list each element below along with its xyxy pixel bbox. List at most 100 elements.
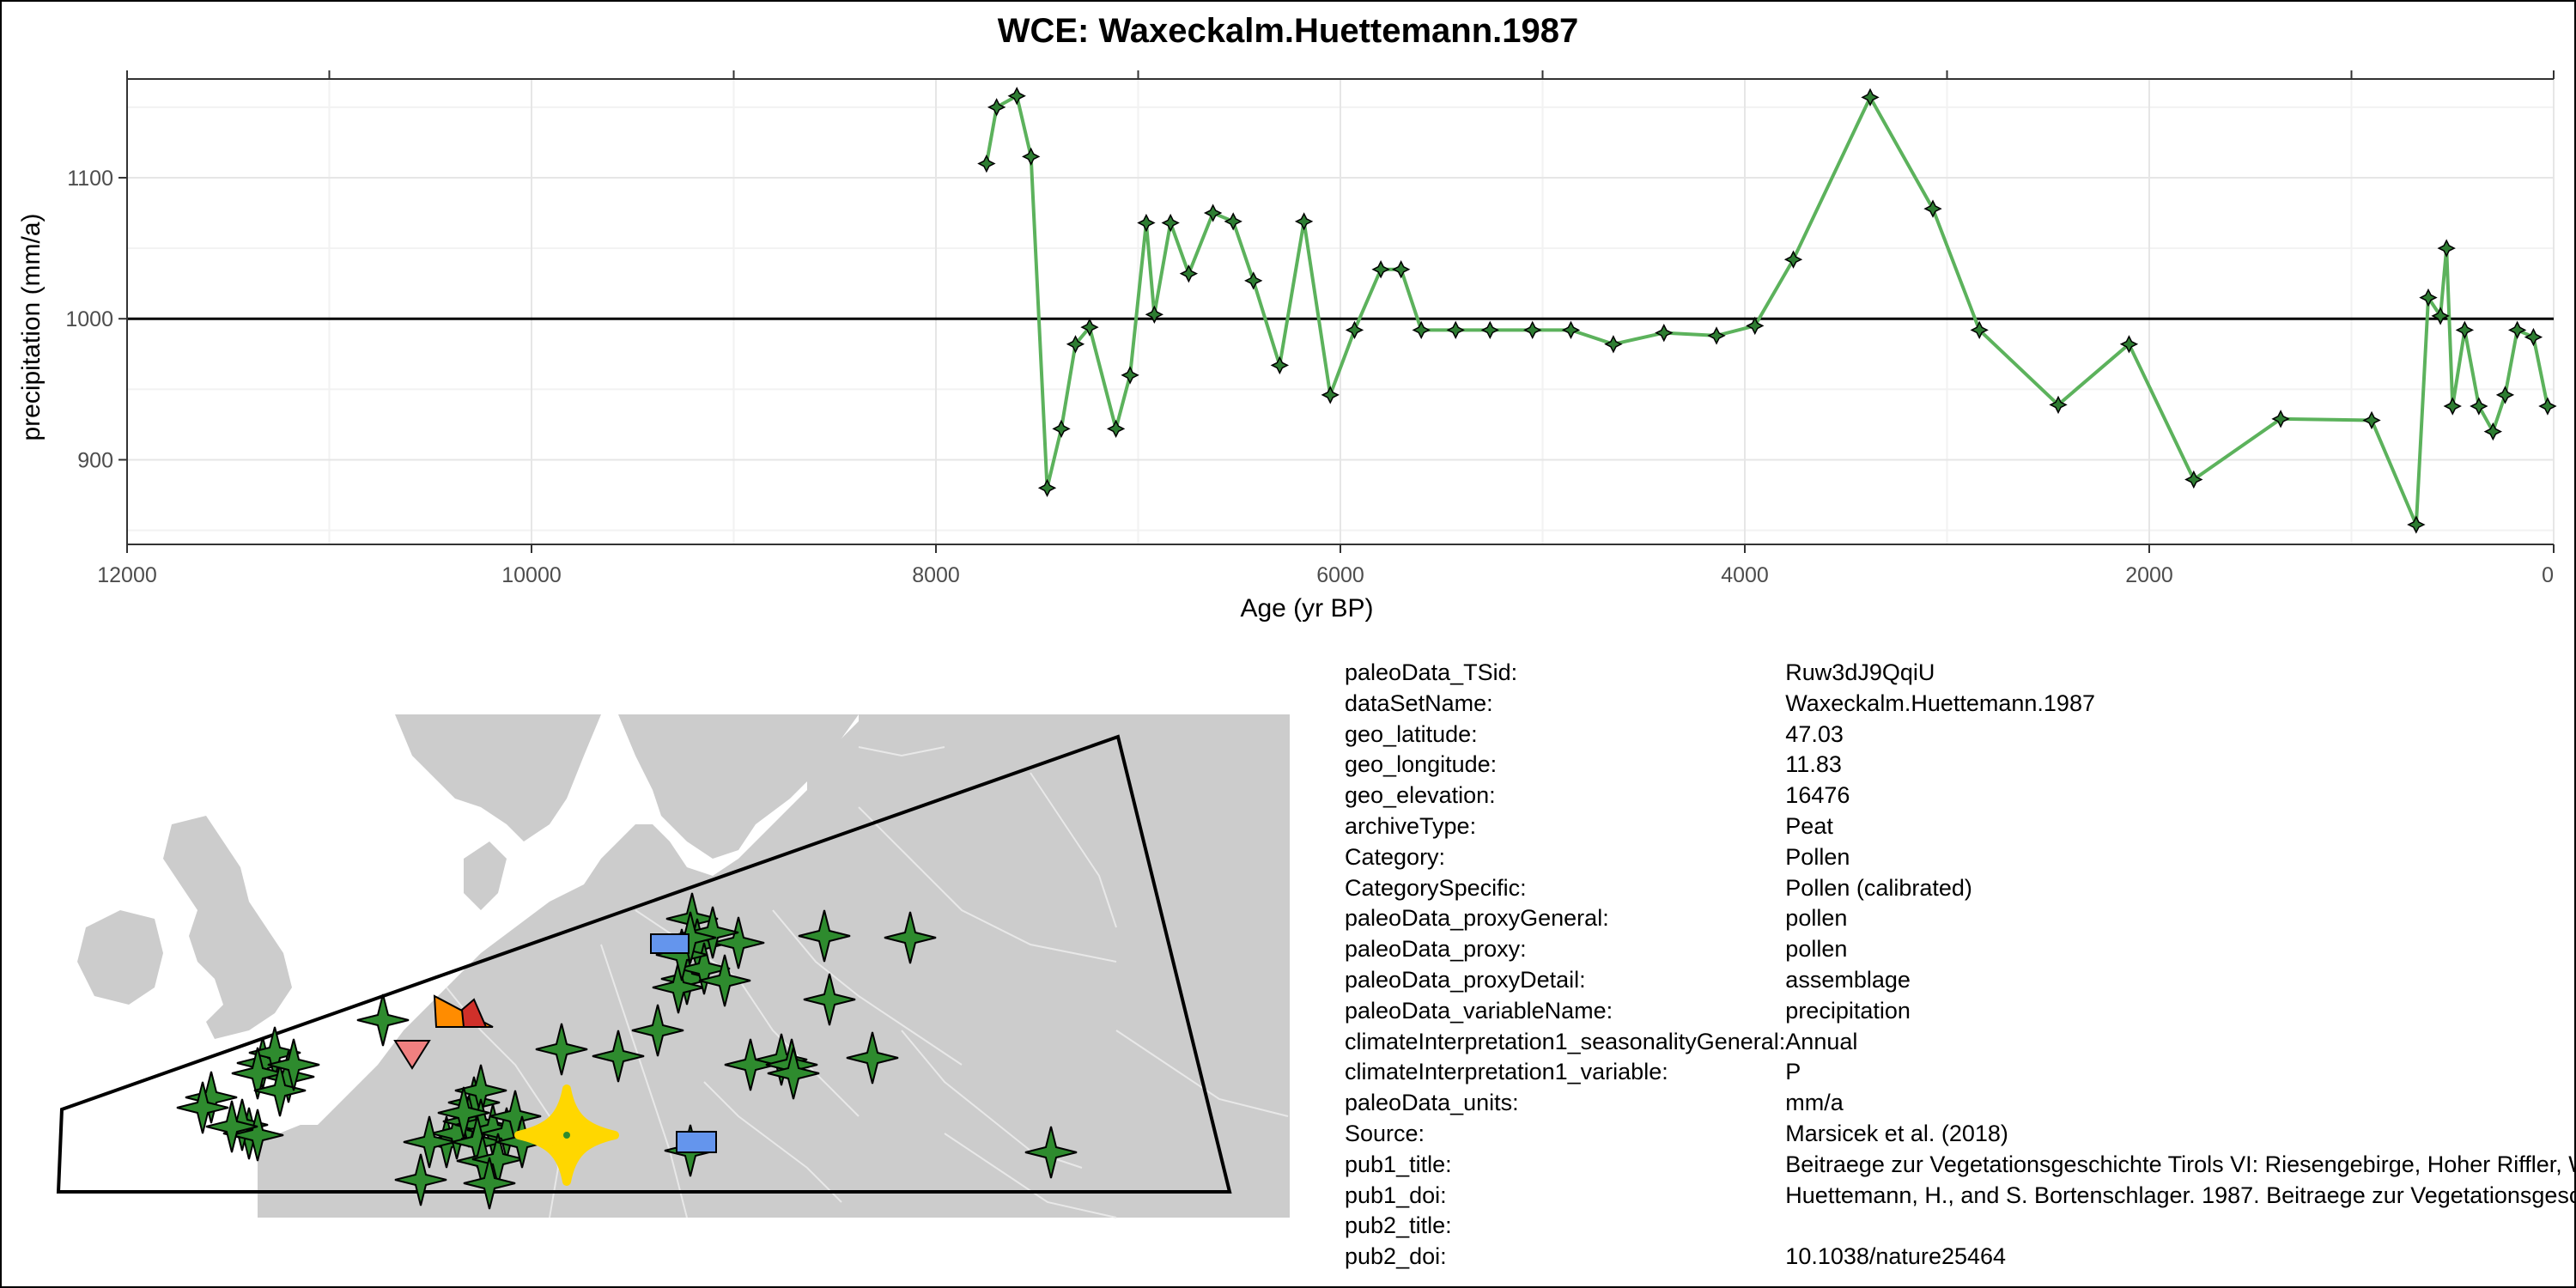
border-line bbox=[944, 1133, 1117, 1218]
data-point bbox=[2507, 320, 2527, 340]
metadata-table: paleoData_TSid: Ruw3dJ9QqiU dataSetName: Wa… bbox=[1345, 658, 2574, 1273]
x-tick-label: 6000 bbox=[1316, 563, 1364, 587]
data-point bbox=[1446, 320, 1465, 340]
series bbox=[977, 87, 2557, 534]
data-point bbox=[2495, 386, 2515, 404]
special-markers bbox=[393, 933, 717, 1186]
land-ireland bbox=[77, 910, 163, 1005]
site-marker-star bbox=[1024, 1126, 1078, 1179]
metadata-row: geo_latitude: 47.03 bbox=[1345, 720, 2574, 750]
data-point bbox=[2184, 470, 2203, 489]
data-point bbox=[1480, 320, 1499, 340]
data-point bbox=[1523, 320, 1542, 340]
site-marker-star bbox=[205, 1100, 258, 1153]
data-point bbox=[1604, 335, 1623, 354]
data-point bbox=[1080, 318, 1099, 337]
site-marker-star bbox=[846, 1031, 899, 1084]
y-tick-label: 1000 bbox=[65, 307, 113, 331]
site-marker-star bbox=[652, 961, 705, 1014]
metadata-value: 47.03 bbox=[1785, 720, 1844, 747]
metadata-value: 16476 bbox=[1785, 782, 1850, 809]
data-point bbox=[2524, 327, 2543, 347]
metadata-value: 10.1038/nature25464 bbox=[1785, 1243, 2007, 1270]
x-tick-label: 8000 bbox=[912, 563, 960, 587]
metadata-value bbox=[1785, 1211, 2574, 1242]
metadata-value: assemblage bbox=[1785, 966, 1911, 993]
metadata-key: dataSetName: bbox=[1345, 690, 1493, 716]
metadata-key: geo_elevation: bbox=[1345, 782, 1496, 809]
site-marker-star bbox=[677, 942, 731, 995]
metadata-key: pub2_title: bbox=[1345, 1212, 1452, 1239]
metadata-key: CategorySpecific: bbox=[1345, 874, 1527, 901]
site-marker-star bbox=[535, 1023, 588, 1076]
data-point bbox=[1270, 355, 1290, 375]
metadata-key: climateInterpretation1_seasonalityGenera… bbox=[1345, 1028, 1786, 1054]
site-marker-star bbox=[394, 1153, 447, 1206]
site-marker-star bbox=[631, 1004, 684, 1057]
site-marker-star bbox=[463, 1157, 516, 1210]
data-point bbox=[2538, 397, 2557, 416]
metadata-value: precipitation bbox=[1785, 997, 1911, 1024]
grid bbox=[126, 79, 2555, 544]
data-point bbox=[1861, 88, 1880, 107]
data-point bbox=[1224, 212, 1242, 231]
site-marker-star bbox=[884, 911, 937, 964]
data-point bbox=[1007, 87, 1026, 106]
data-point bbox=[2437, 239, 2456, 258]
land-scandinavia-east bbox=[618, 714, 859, 859]
data-point bbox=[2419, 288, 2438, 307]
metadata-key: Category: bbox=[1345, 843, 1446, 870]
site-markers bbox=[176, 892, 1078, 1210]
metadata-value: Huettemann, H., and S. Bortenschlager. 1… bbox=[1785, 1182, 2574, 1208]
data-point bbox=[2119, 335, 2139, 354]
site-marker-square bbox=[676, 1131, 717, 1153]
site-marker-square bbox=[650, 933, 690, 954]
x-tick-label: 0 bbox=[2542, 563, 2554, 587]
data-point bbox=[1244, 271, 1263, 290]
metadata-value: Beitraege zur Vegetationsgeschichte Tiro… bbox=[1785, 1151, 2574, 1177]
data-point bbox=[1203, 204, 1223, 222]
metadata-key: paleoData_TSid: bbox=[1345, 659, 1518, 685]
site-marker-star bbox=[267, 1038, 320, 1091]
data-point bbox=[2443, 397, 2462, 416]
metadata-key: paleoData_proxyDetail: bbox=[1345, 966, 1586, 993]
data-point bbox=[1391, 260, 1411, 279]
metadata-value: Peat bbox=[1785, 812, 1833, 839]
x-tick-label: 12000 bbox=[97, 563, 157, 587]
x-axis-title: Age (yr BP) bbox=[1240, 594, 1373, 623]
data-point bbox=[1106, 419, 1126, 438]
data-point bbox=[1783, 250, 1803, 269]
metadata-row: pub2_doi: 10.1038/nature25464 bbox=[1345, 1242, 2574, 1273]
metadata-row: pub1_doi: Huettemann, H., and S. Bortensc… bbox=[1345, 1181, 2574, 1212]
data-point bbox=[2362, 410, 2381, 430]
data-point bbox=[1137, 213, 1156, 233]
line-chart: 12000 10000 8000 6000 4000 2000 0 900 1000 1100 A… bbox=[17, 70, 2557, 623]
border-line bbox=[703, 1081, 842, 1203]
metadata-value: Annual bbox=[1785, 1028, 1858, 1054]
data-point bbox=[1746, 316, 1765, 336]
land-denmark bbox=[464, 841, 507, 910]
data-point bbox=[1294, 212, 1314, 231]
metadata-row: paleoData_TSid: Ruw3dJ9QqiU bbox=[1345, 658, 2574, 689]
data-point bbox=[2407, 515, 2426, 534]
data-point bbox=[2483, 422, 2503, 441]
site-marker-triangle-red bbox=[460, 998, 488, 1028]
data-point bbox=[1121, 366, 1139, 385]
border-line bbox=[1030, 772, 1117, 928]
land-iberia bbox=[258, 1125, 412, 1218]
land-scandinavia bbox=[395, 714, 601, 841]
site-marker-star bbox=[698, 954, 751, 1007]
site-marker-star bbox=[767, 1047, 820, 1100]
site-marker-triangle-pink bbox=[393, 1040, 431, 1070]
x-tick-label: 4000 bbox=[1721, 563, 1769, 587]
border-line bbox=[858, 746, 945, 757]
site-map bbox=[56, 714, 1290, 1218]
metadata-key: geo_latitude: bbox=[1345, 720, 1478, 747]
region-boundary bbox=[56, 734, 1232, 1194]
data-point bbox=[1022, 147, 1041, 167]
metadata-row: climateInterpretation1_variable: P bbox=[1345, 1057, 2574, 1088]
metadata-key: pub1_title: bbox=[1345, 1151, 1452, 1177]
y-tick-label: 900 bbox=[77, 448, 113, 472]
data-point bbox=[2271, 410, 2290, 428]
